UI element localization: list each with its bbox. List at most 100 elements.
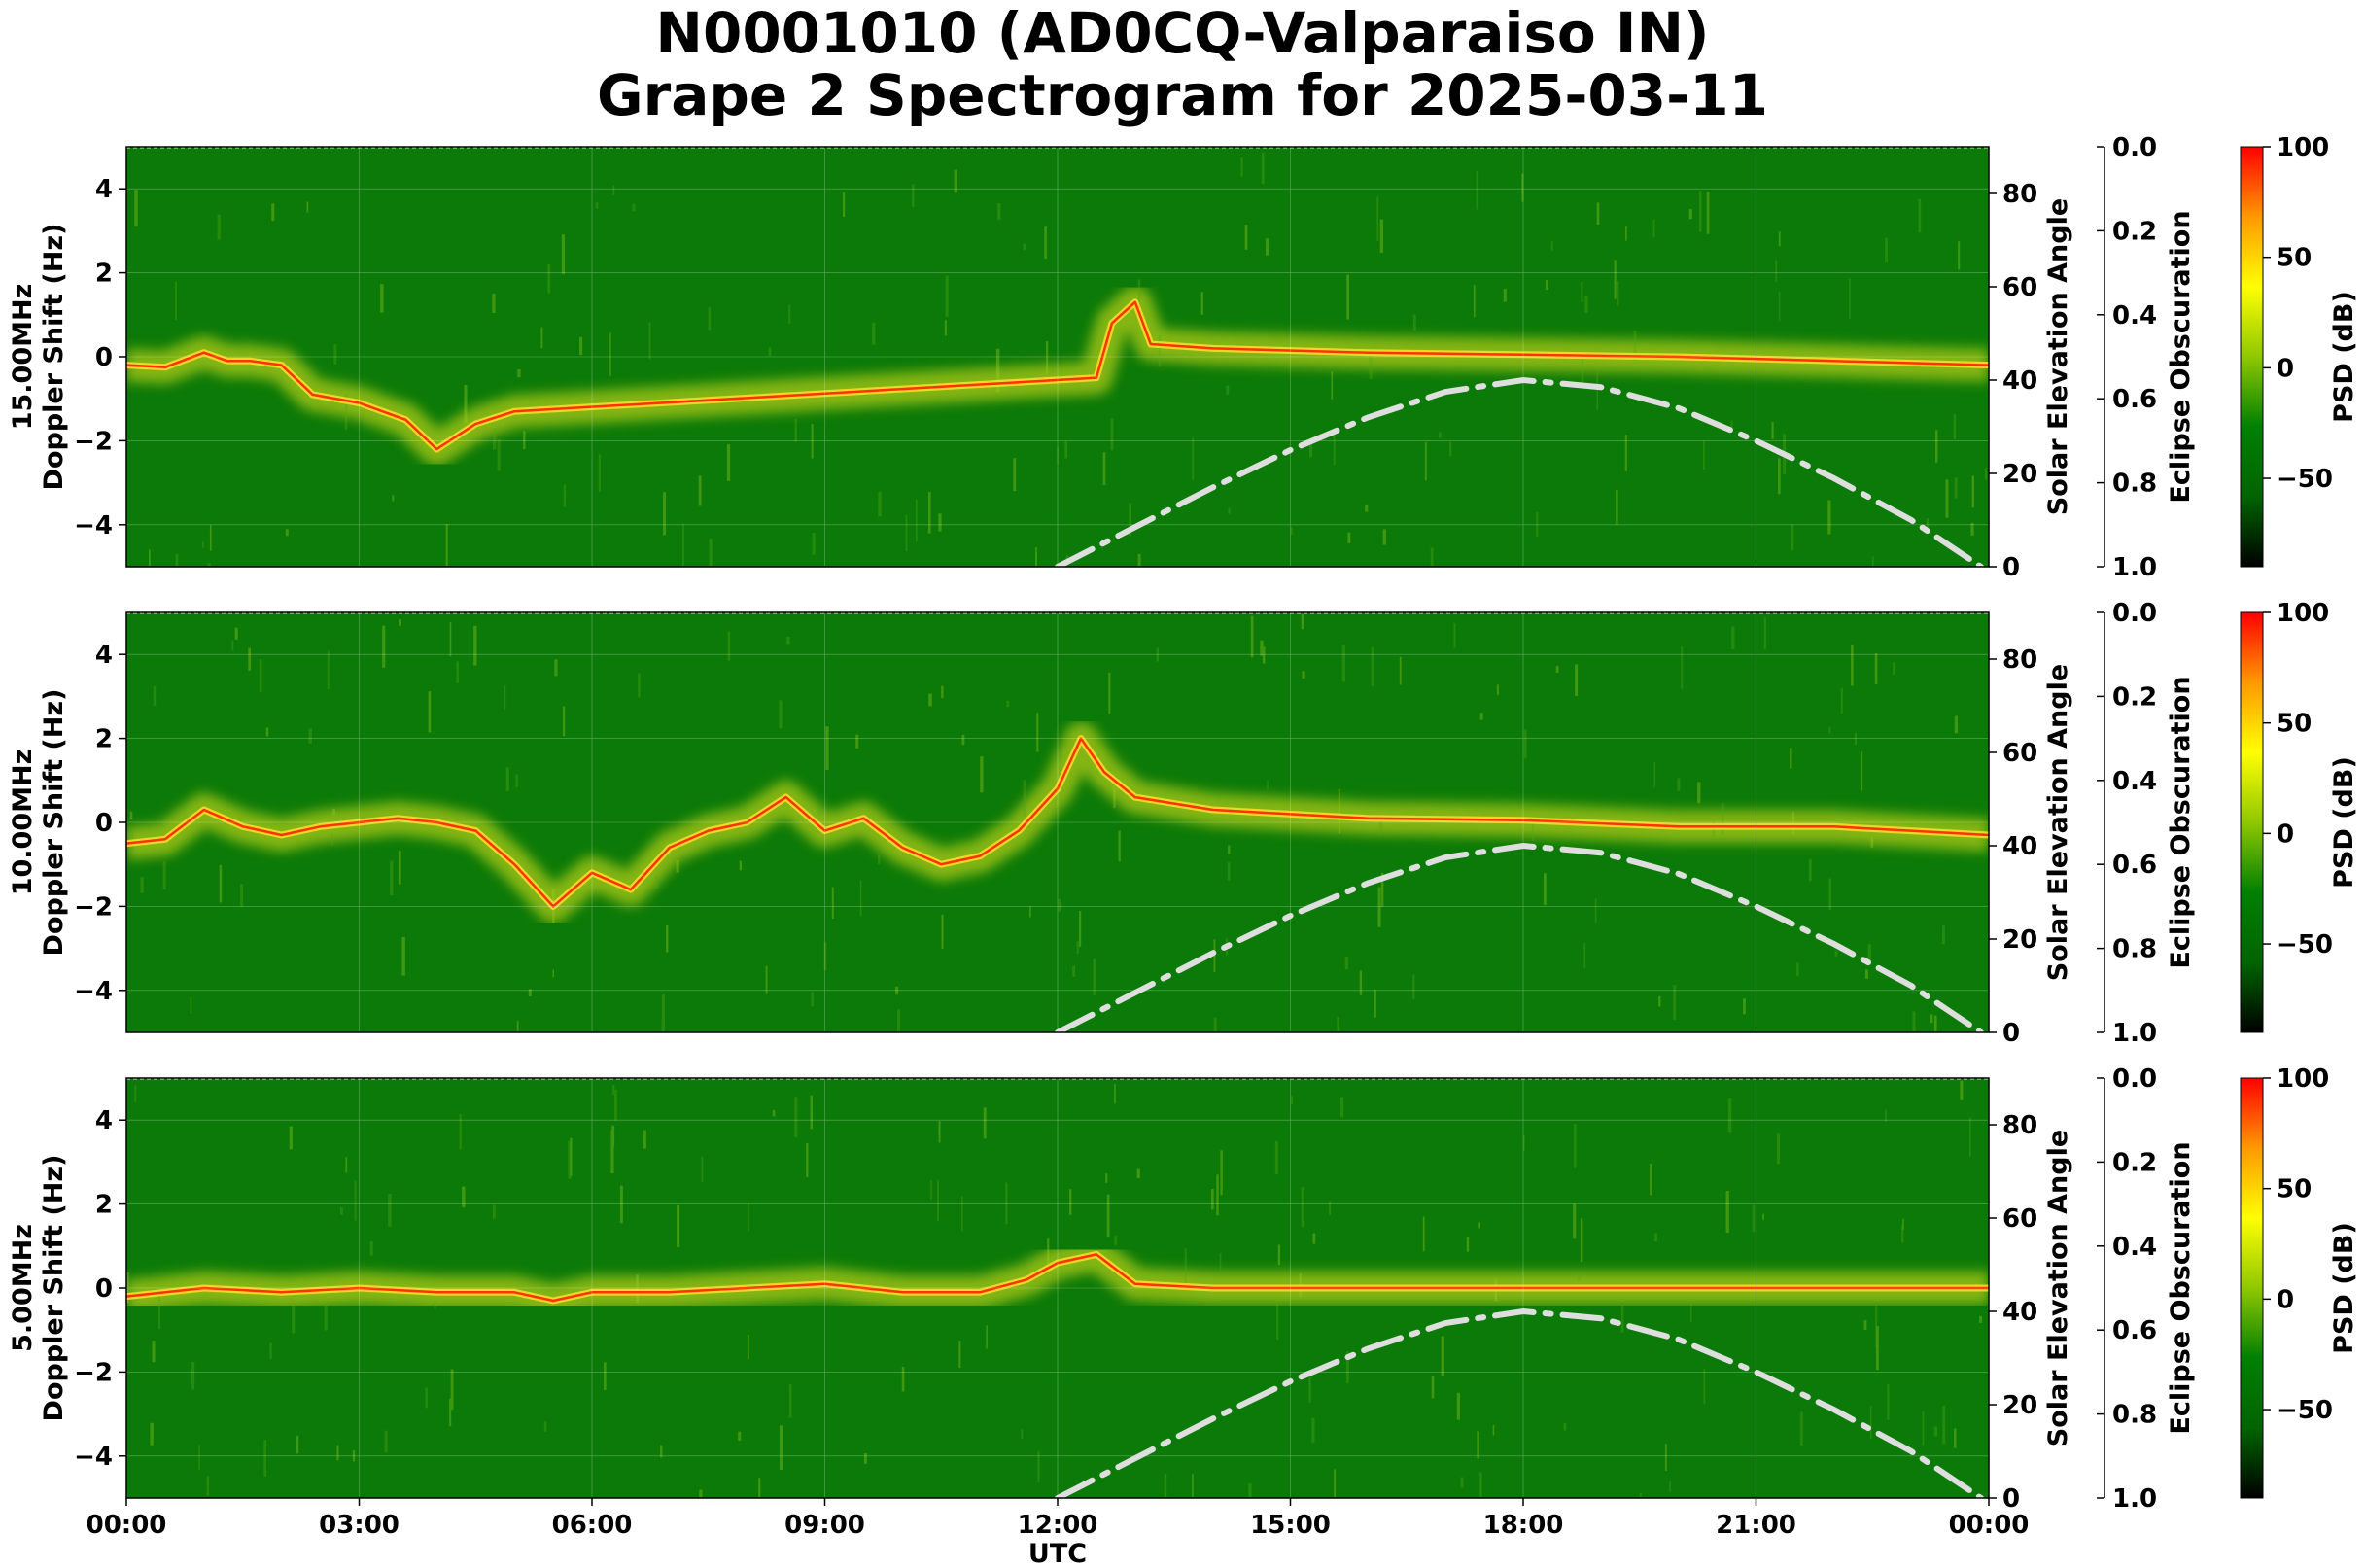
x-tick-label: 09:00 <box>784 1511 865 1540</box>
noise-streak <box>954 169 957 193</box>
noise-streak <box>1875 1326 1879 1371</box>
noise-streak <box>1329 1201 1332 1215</box>
noise-streak <box>632 203 636 212</box>
right-axis-label: Solar Elevation Angle <box>2043 198 2073 515</box>
noise-streak <box>1137 279 1141 317</box>
noise-streak <box>1302 671 1305 679</box>
noise-streak <box>812 532 816 555</box>
noise-streak <box>1945 479 1949 518</box>
noise-streak <box>811 424 814 459</box>
noise-streak <box>938 1121 941 1143</box>
noise-streak <box>1129 503 1131 537</box>
noise-streak <box>612 185 615 195</box>
noise-streak <box>855 734 859 749</box>
noise-streak <box>1594 898 1597 923</box>
colorbar-tick-label: 50 <box>2277 244 2312 273</box>
noise-streak <box>1266 238 1269 256</box>
noise-streak <box>598 454 601 493</box>
eclipse-tick-label: 0.4 <box>2112 1233 2157 1262</box>
y-tick-label: −2 <box>74 892 113 922</box>
noise-streak <box>811 992 815 1007</box>
x-tick-label: 18:00 <box>1483 1511 1564 1540</box>
noise-streak <box>296 1435 299 1454</box>
y-axis-label-frequency: 5.00MHz <box>8 1224 38 1352</box>
noise-streak <box>1110 418 1114 451</box>
noise-streak <box>492 293 496 314</box>
noise-streak <box>1449 441 1452 457</box>
noise-streak <box>1703 440 1705 470</box>
noise-streak <box>265 727 269 737</box>
noise-streak <box>561 234 565 275</box>
y-tick-label: 0 <box>95 809 113 838</box>
noise-streak <box>517 369 521 378</box>
noise-streak <box>1219 1253 1222 1271</box>
noise-streak <box>708 307 712 331</box>
noise-streak <box>336 1445 339 1461</box>
noise-streak <box>1114 1084 1116 1104</box>
noise-streak <box>1954 1428 1957 1448</box>
colorbar-tick-label: 100 <box>2277 133 2329 162</box>
y-axis-label-frequency: 10.00MHz <box>8 749 38 896</box>
noise-streak <box>786 636 790 645</box>
noise-streak <box>554 659 558 677</box>
right-tick-label: 0 <box>2002 1019 2020 1048</box>
noise-streak <box>148 549 151 567</box>
noise-streak <box>1778 458 1781 495</box>
y-tick-label: 4 <box>95 641 113 670</box>
noise-streak <box>1244 225 1248 250</box>
noise-streak <box>660 1445 663 1458</box>
eclipse-tick-label: 0.4 <box>2112 301 2157 331</box>
noise-streak <box>568 1140 572 1179</box>
noise-streak <box>698 475 702 506</box>
noise-streak <box>863 1453 867 1464</box>
noise-streak <box>1776 1133 1781 1165</box>
eclipse-tick-label: 0.4 <box>2112 767 2157 796</box>
noise-streak <box>831 887 834 920</box>
noise-streak <box>676 860 679 873</box>
noise-streak <box>1721 803 1724 835</box>
noise-streak <box>897 1009 900 1032</box>
noise-streak <box>961 1196 963 1232</box>
noise-streak <box>1690 1299 1692 1323</box>
y-tick-label: 2 <box>95 260 113 289</box>
y-tick-label: −2 <box>74 1358 113 1387</box>
x-tick-label: 21:00 <box>1716 1511 1796 1540</box>
eclipse-axis-label: Eclipse Obscuration <box>2166 676 2196 968</box>
noise-streak <box>1374 989 1376 1018</box>
noise-streak <box>1563 1422 1567 1431</box>
noise-streak <box>1439 432 1442 438</box>
noise-streak <box>1901 1224 1904 1243</box>
right-tick-label: 20 <box>2002 925 2037 955</box>
noise-streak <box>248 647 251 671</box>
noise-streak <box>709 539 713 567</box>
noise-streak <box>1596 370 1599 410</box>
y-tick-label: 2 <box>95 1191 113 1220</box>
noise-streak <box>1960 1080 1964 1100</box>
grid-lines <box>126 612 1989 1032</box>
noise-streak <box>1479 713 1483 720</box>
noise-streak <box>961 734 965 746</box>
noise-streak <box>152 1340 156 1363</box>
right-tick-label: 40 <box>2002 366 2037 396</box>
noise-streak <box>352 1449 356 1462</box>
noise-streak <box>1261 153 1265 185</box>
eclipse-axis-label: Eclipse Obscuration <box>2166 1141 2196 1434</box>
noise-streak <box>1503 288 1507 302</box>
noise-streak <box>543 1421 547 1432</box>
right-tick-label: 60 <box>2002 273 2037 302</box>
noise-streak <box>1312 1233 1316 1244</box>
noise-streak <box>1933 1426 1938 1437</box>
noise-streak <box>613 1089 617 1121</box>
noise-streak <box>1036 713 1039 752</box>
y-tick-label: 0 <box>95 343 113 372</box>
colorbar-label: PSD (dB) <box>2329 1222 2359 1354</box>
noise-streak <box>612 1085 615 1095</box>
noise-streak <box>995 348 1000 393</box>
noise-streak <box>1730 420 1733 433</box>
noise-streak <box>1158 334 1162 367</box>
noise-streak <box>1575 664 1579 696</box>
noise-streak <box>231 640 234 651</box>
noise-streak <box>1725 1191 1729 1234</box>
noise-streak <box>1377 887 1381 927</box>
noise-streak <box>1341 645 1346 682</box>
